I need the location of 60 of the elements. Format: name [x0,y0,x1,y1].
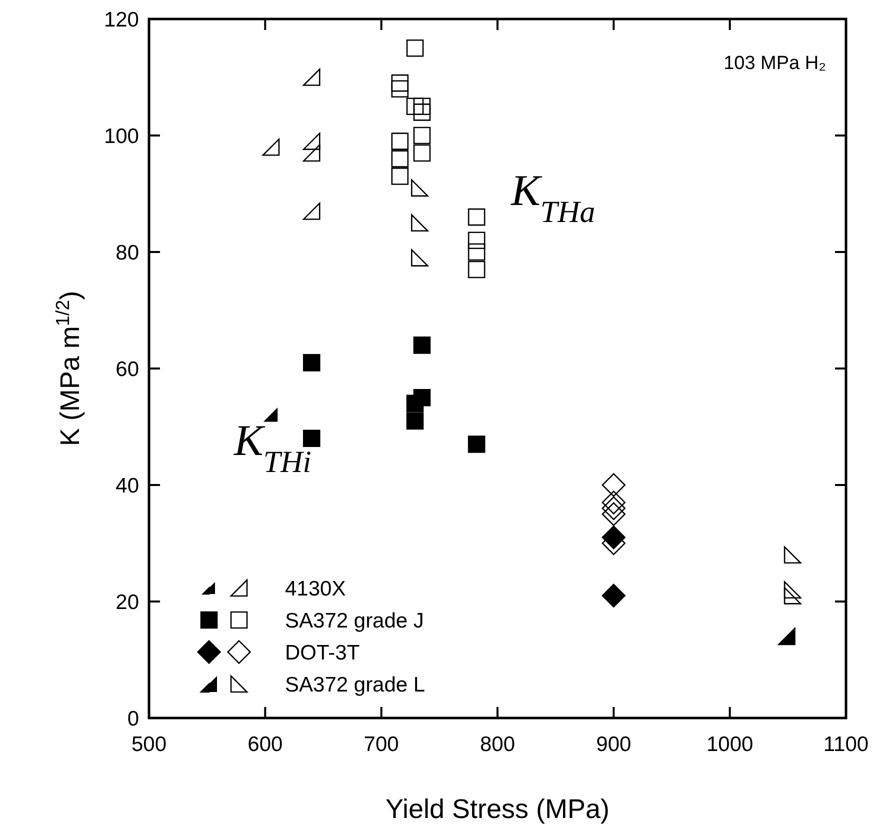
point [413,126,431,144]
point [391,132,409,150]
y-tick-label: 80 [116,241,139,264]
point [602,502,626,526]
y-tick-label: 100 [104,124,139,148]
x-axis-title: Yield Stress (MPa) [385,794,610,824]
y-tick-label: 60 [116,358,139,381]
annotation: K$_{THa}$ [510,166,596,229]
point [602,473,626,497]
point [411,249,428,266]
point [411,179,428,197]
y-tick-label: 120 [104,8,139,32]
point [302,430,320,448]
point [302,132,320,150]
annotation: 103 MPa H₂ [724,53,826,74]
point [391,150,409,168]
x-tick-label: 1000 [706,733,754,756]
legend-label: SA372 grade J [285,609,424,632]
legend-label: DOT-3T [285,641,360,664]
point [778,628,796,646]
x-tick-label: 800 [480,733,516,756]
point [302,68,320,86]
point [468,260,486,278]
x-tick-label: 700 [364,733,399,756]
x-tick-label: 600 [248,733,283,756]
point [784,587,802,604]
x-tick-label: 500 [131,733,167,756]
point [302,354,320,372]
point [302,144,320,162]
point [468,436,486,453]
y-tick-label: 20 [116,590,139,614]
annotation: K$_{THi}$ [233,416,312,479]
point [391,74,409,92]
point [468,208,486,226]
y-tick-label: 0 [127,707,139,730]
point [784,546,802,564]
point [262,138,280,156]
point [784,581,802,598]
y-tick-label: 40 [116,474,139,498]
point [406,412,424,430]
point [468,232,486,249]
legend-label: 4130X [285,577,346,600]
point [391,80,409,98]
point [411,214,428,232]
point [602,496,626,520]
point [264,408,278,422]
point [468,243,486,261]
point [406,39,424,57]
point [602,584,626,608]
point [406,98,424,116]
point [302,202,320,220]
point [602,490,626,514]
x-tick-label: 1100 [823,733,869,756]
point [413,336,431,354]
point [413,144,431,162]
legend-label: SA372 grade L [285,673,426,696]
point [406,394,424,412]
point [413,104,431,121]
point [391,168,409,185]
x-tick-label: 900 [596,733,632,756]
